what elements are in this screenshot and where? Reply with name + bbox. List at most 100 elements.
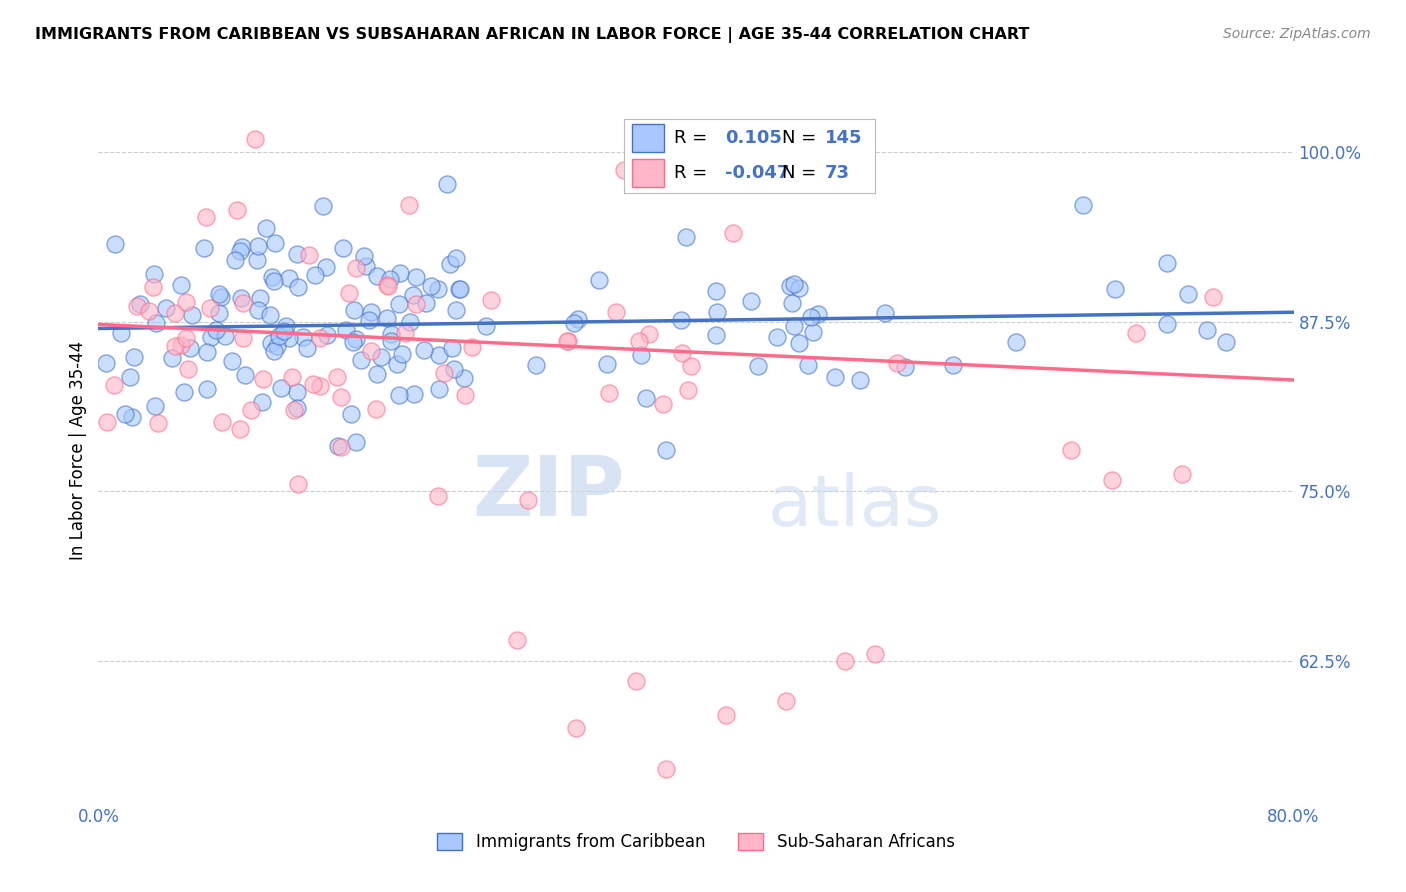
Point [254, 221, 277, 235]
Point [412, 343, 434, 357]
Point [562, 316, 585, 330]
Point [449, 282, 471, 296]
Point [332, 241, 354, 255]
Point [96, 356, 118, 370]
Point [208, 306, 231, 320]
Point [567, 312, 589, 326]
Point [849, 373, 872, 387]
Point [605, 305, 627, 319]
Point [394, 326, 416, 341]
Point [194, 210, 217, 224]
Point [330, 440, 353, 454]
Point [246, 252, 269, 267]
Point [315, 328, 337, 343]
Point [315, 260, 337, 274]
Point [557, 334, 579, 349]
Point [626, 673, 648, 688]
Point [1005, 334, 1028, 349]
Point [426, 282, 449, 296]
Point [865, 647, 887, 661]
Point [427, 382, 450, 396]
Y-axis label: In Labor Force | Age 35-44: In Labor Force | Age 35-44 [69, 341, 87, 560]
Point [366, 268, 388, 283]
Point [209, 290, 232, 304]
Text: R =: R = [675, 129, 707, 147]
Point [337, 285, 360, 300]
Point [475, 319, 498, 334]
Point [200, 330, 222, 344]
Point [350, 353, 373, 368]
Point [800, 310, 823, 325]
Point [524, 358, 547, 372]
Text: Source: ZipAtlas.com: Source: ZipAtlas.com [1223, 27, 1371, 41]
Point [229, 421, 252, 435]
Point [446, 252, 468, 266]
Point [780, 296, 803, 310]
Point [440, 341, 463, 355]
Point [195, 382, 218, 396]
Point [252, 371, 274, 385]
Point [138, 304, 160, 318]
Point [801, 326, 824, 340]
Point [224, 253, 246, 268]
Text: ZIP: ZIP [472, 452, 624, 533]
Point [169, 337, 191, 351]
Point [783, 318, 806, 333]
Point [1215, 335, 1237, 350]
Point [280, 370, 302, 384]
Text: N =: N = [782, 129, 817, 147]
Text: 0.105: 0.105 [724, 129, 782, 147]
Point [875, 306, 897, 320]
Point [277, 331, 299, 345]
Point [783, 277, 806, 291]
Point [613, 163, 636, 178]
Point [198, 301, 221, 315]
Point [506, 633, 529, 648]
Point [326, 369, 349, 384]
Point [295, 341, 318, 355]
Point [145, 316, 167, 330]
Point [454, 388, 477, 402]
Text: N =: N = [782, 164, 817, 182]
Point [1156, 256, 1178, 270]
Point [103, 378, 125, 392]
Point [104, 237, 127, 252]
Point [634, 391, 657, 405]
Point [353, 249, 375, 263]
Point [246, 303, 269, 318]
Point [360, 343, 382, 358]
Point [170, 278, 193, 293]
Point [263, 344, 285, 359]
Point [766, 330, 789, 344]
Point [681, 359, 703, 373]
Point [638, 327, 661, 342]
Point [377, 278, 399, 293]
Point [260, 335, 283, 350]
Point [444, 303, 467, 318]
Point [232, 295, 254, 310]
Legend: Immigrants from Caribbean, Sub-Saharan Africans: Immigrants from Caribbean, Sub-Saharan A… [430, 826, 962, 858]
Point [229, 244, 252, 258]
Point [834, 653, 856, 667]
Text: atlas: atlas [768, 473, 942, 541]
Point [208, 287, 231, 301]
Point [155, 301, 177, 315]
Point [122, 350, 145, 364]
Point [302, 377, 325, 392]
Point [344, 332, 367, 346]
Point [285, 247, 308, 261]
Point [359, 312, 381, 326]
Point [195, 345, 218, 359]
Point [270, 381, 292, 395]
Point [298, 248, 321, 262]
Point [344, 261, 367, 276]
Point [894, 359, 917, 374]
Point [787, 336, 810, 351]
Point [366, 367, 388, 381]
Point [740, 294, 762, 309]
Point [1073, 198, 1095, 212]
Point [232, 331, 254, 345]
Point [415, 295, 437, 310]
Point [706, 305, 728, 319]
Point [287, 279, 309, 293]
